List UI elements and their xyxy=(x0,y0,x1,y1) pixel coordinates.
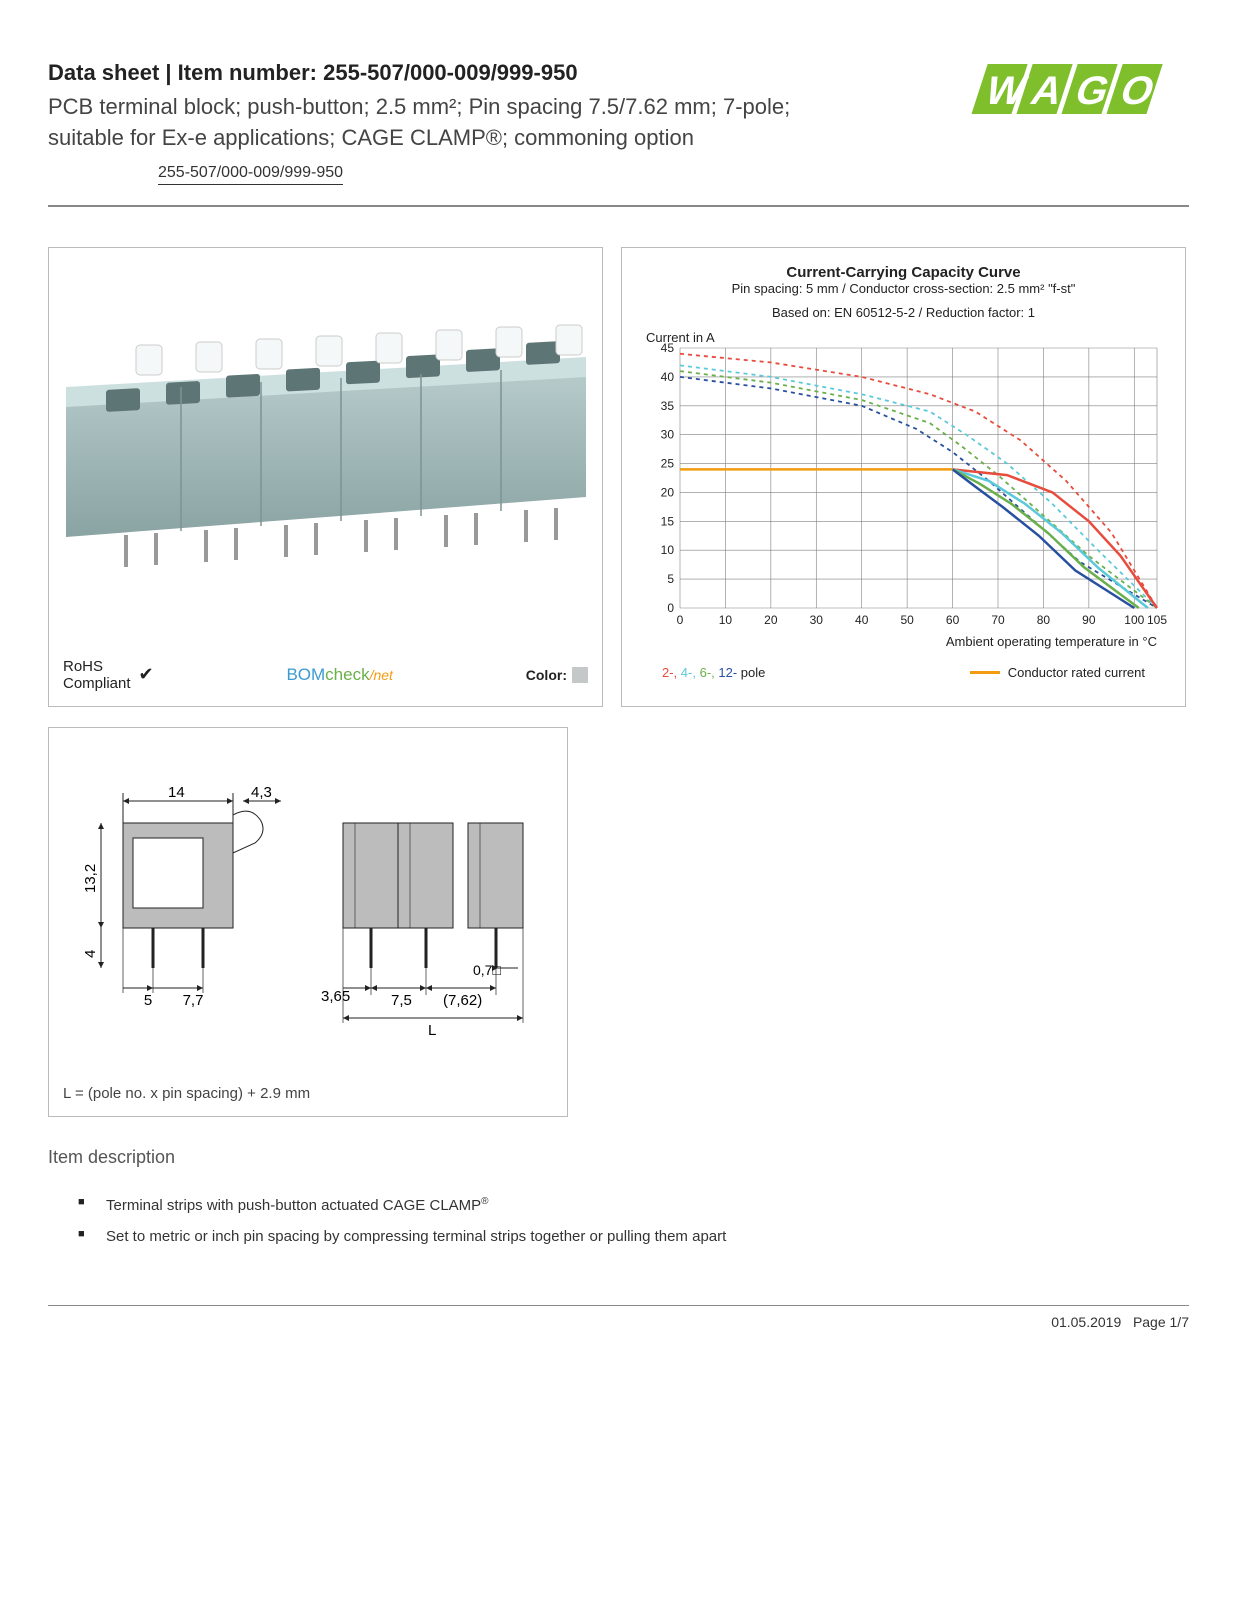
svg-text:13,2: 13,2 xyxy=(82,864,99,893)
description-list: Terminal strips with push-button actuate… xyxy=(48,1196,1189,1245)
desc-item-0-sup: ® xyxy=(481,1196,488,1207)
svg-text:35: 35 xyxy=(661,399,675,413)
section-title: Item description xyxy=(48,1147,1189,1168)
wago-logo: W A G O xyxy=(959,60,1189,121)
svg-text:5: 5 xyxy=(144,992,152,1009)
panels-row-1: RoHS Compliant ✔ BOMcheck/net Color: Cur… xyxy=(48,247,1189,707)
header-text: Data sheet | Item number: 255-507/000-00… xyxy=(48,60,929,185)
page-footer: 01.05.2019 Page 1/7 xyxy=(48,1314,1189,1330)
footer-date: 01.05.2019 xyxy=(1051,1314,1121,1330)
chart-xlabel: Ambient operating temperature in °C xyxy=(642,634,1165,649)
svg-text:70: 70 xyxy=(991,613,1005,627)
svg-text:10: 10 xyxy=(719,613,733,627)
title-prefix: Data sheet | Item number: xyxy=(48,60,323,85)
svg-text:20: 20 xyxy=(764,613,778,627)
rohs-label: RoHS xyxy=(63,658,131,675)
svg-text:15: 15 xyxy=(661,515,675,529)
svg-text:30: 30 xyxy=(810,613,824,627)
svg-text:60: 60 xyxy=(946,613,960,627)
chart-area: Current in A 0 5 10 15 20 25 30 35 40 45 10 20 30 40 50… xyxy=(642,330,1165,630)
color-text: Color: xyxy=(526,667,567,683)
footer-page: Page 1/7 xyxy=(1133,1314,1189,1330)
svg-text:90: 90 xyxy=(1082,613,1096,627)
legend-rated: Conductor rated current xyxy=(970,665,1145,680)
chart-title: Current-Carrying Capacity Curve xyxy=(642,264,1165,281)
svg-text:40: 40 xyxy=(855,613,869,627)
svg-text:4,3: 4,3 xyxy=(251,784,272,801)
svg-text:14: 14 xyxy=(168,784,185,801)
svg-text:0: 0 xyxy=(667,601,674,615)
svg-text:0,7□: 0,7□ xyxy=(473,962,501,978)
color-swatch xyxy=(572,667,588,683)
svg-text:50: 50 xyxy=(900,613,914,627)
item-link[interactable]: 255-507/000-009/999-950 xyxy=(158,164,343,185)
bomcheck-logo: BOMcheck/net xyxy=(286,665,393,685)
legend-poles: 2-, 4-, 6-, 12- pole xyxy=(662,665,765,680)
color-indicator: Color: xyxy=(526,667,588,683)
svg-text:(7,62): (7,62) xyxy=(443,992,482,1009)
svg-text:5: 5 xyxy=(667,572,674,586)
header: Data sheet | Item number: 255-507/000-00… xyxy=(48,60,1189,185)
svg-text:20: 20 xyxy=(661,486,675,500)
product-image xyxy=(63,262,588,652)
chart-sub2: Based on: EN 60512-5-2 / Reduction facto… xyxy=(642,305,1165,322)
svg-text:45: 45 xyxy=(661,341,675,355)
dimensions-note: L = (pole no. x pin spacing) + 2.9 mm xyxy=(63,1085,553,1102)
product-footer: RoHS Compliant ✔ BOMcheck/net Color: xyxy=(63,652,588,692)
item-number: 255-507/000-009/999-950 xyxy=(323,60,577,85)
svg-text:L: L xyxy=(428,1022,436,1039)
chart-legend: 2-, 4-, 6-, 12- pole Conductor rated cur… xyxy=(642,665,1165,680)
title-line: Data sheet | Item number: 255-507/000-00… xyxy=(48,60,929,86)
legend-rated-line xyxy=(970,671,1000,674)
svg-text:Current in A: Current in A xyxy=(646,330,715,345)
chart-sub1: Pin spacing: 5 mm / Conductor cross-sect… xyxy=(642,281,1165,298)
svg-text:10: 10 xyxy=(661,544,675,558)
rohs-compliant: RoHS Compliant ✔ xyxy=(63,658,154,692)
svg-text:4: 4 xyxy=(82,950,99,958)
legend-rated-text: Conductor rated current xyxy=(1008,665,1145,680)
chart-panel: Current-Carrying Capacity Curve Pin spac… xyxy=(621,247,1186,707)
svg-text:0: 0 xyxy=(677,613,684,627)
svg-text:80: 80 xyxy=(1037,613,1051,627)
svg-text:30: 30 xyxy=(661,428,675,442)
dimensions-drawing: 14 4,3 13,2 4 5 7,7 3,65 7,5 (7,62) 0,7□ L xyxy=(63,742,553,1085)
product-panel: RoHS Compliant ✔ BOMcheck/net Color: xyxy=(48,247,603,707)
svg-text:25: 25 xyxy=(661,457,675,471)
dimensions-panel: 14 4,3 13,2 4 5 7,7 3,65 7,5 (7,62) 0,7□ L L = (po… xyxy=(48,727,568,1117)
subtitle: PCB terminal block; push-button; 2.5 mm²… xyxy=(48,92,828,154)
desc-item-0: Terminal strips with push-button actuate… xyxy=(78,1196,1189,1214)
header-divider xyxy=(48,205,1189,207)
svg-text:40: 40 xyxy=(661,370,675,384)
svg-text:7,7: 7,7 xyxy=(183,992,204,1009)
svg-text:7,5: 7,5 xyxy=(391,992,412,1009)
check-icon: ✔ xyxy=(139,664,154,685)
svg-text:105: 105 xyxy=(1147,613,1167,627)
footer-divider xyxy=(48,1305,1189,1306)
svg-text:3,65: 3,65 xyxy=(321,988,350,1005)
desc-item-0-text: Terminal strips with push-button actuate… xyxy=(106,1197,481,1214)
svg-text:100: 100 xyxy=(1124,613,1144,627)
compliant-label: Compliant xyxy=(63,675,131,692)
bomcheck-net: /net xyxy=(370,667,393,683)
desc-item-1: Set to metric or inch pin spacing by com… xyxy=(78,1228,1189,1245)
